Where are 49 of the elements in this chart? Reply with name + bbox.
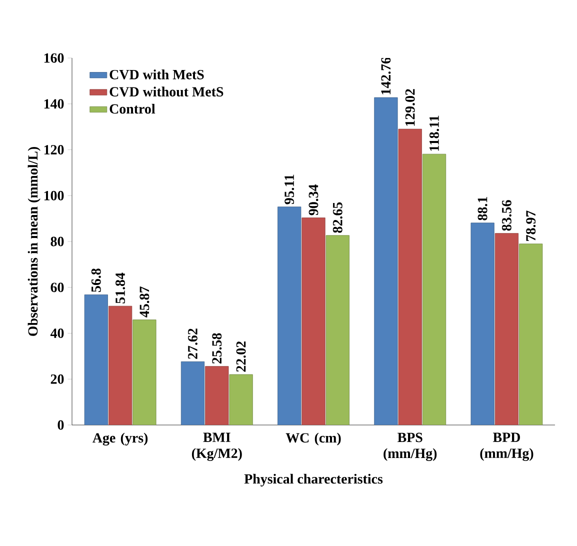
x-axis-title: Physical charecteristics — [244, 474, 383, 487]
y-tick-label: 80 — [50, 236, 64, 246]
bar — [302, 218, 326, 425]
x-tick-label: WC (cm) — [286, 432, 341, 446]
bar — [84, 294, 108, 425]
data-label: 27.62 — [188, 328, 198, 359]
data-label: 129.02 — [405, 89, 415, 126]
data-label: 78.97 — [526, 210, 536, 241]
data-label: 45.87 — [140, 286, 150, 318]
x-tick-label: Age (yrs) — [92, 432, 148, 446]
data-label: 25.58 — [212, 333, 222, 364]
bar — [205, 366, 229, 425]
y-tick-label: 140 — [44, 99, 64, 109]
bar — [180, 361, 205, 425]
bar — [108, 306, 132, 425]
y-tick-label: 120 — [44, 145, 64, 154]
x-tick-label: BMI (Kg/M2) — [192, 432, 242, 461]
y-tick-label: 20 — [50, 374, 64, 384]
x-tick-label: BPD (mm/Hg) — [480, 432, 534, 461]
bar — [422, 154, 446, 425]
data-label: 56.8 — [91, 268, 101, 292]
legend-label: CVD without MetS — [110, 86, 224, 97]
data-label: 22.02 — [236, 342, 246, 372]
y-axis-title: Observations in mean (mmol/L) — [28, 147, 40, 336]
bar — [278, 206, 302, 425]
bar — [398, 128, 422, 425]
x-tick-label: BPS (mm/Hg) — [384, 432, 437, 462]
data-label: 88.1 — [478, 197, 488, 220]
bar — [470, 222, 494, 425]
data-label: 142.76 — [381, 57, 391, 94]
data-label: 82.65 — [332, 202, 342, 233]
y-tick-label: 100 — [44, 190, 64, 200]
bar — [132, 320, 156, 425]
data-label: 118.11 — [430, 116, 439, 151]
data-label: 95.11 — [284, 174, 294, 204]
y-tick-label: 0 — [58, 420, 64, 430]
legend-label: CVD with MetS — [110, 70, 204, 80]
bar — [374, 97, 398, 425]
bar — [326, 235, 350, 425]
y-tick-label: 160 — [44, 53, 64, 63]
y-tick-label: 40 — [50, 328, 64, 338]
bar — [494, 233, 518, 425]
y-tick-label: 60 — [50, 282, 64, 292]
data-label: 83.56 — [502, 200, 512, 231]
bar — [229, 374, 253, 425]
legend-label: Control — [110, 104, 156, 114]
bar — [519, 244, 543, 425]
data-label: 51.84 — [116, 272, 126, 304]
data-label: 90.34 — [308, 184, 318, 216]
